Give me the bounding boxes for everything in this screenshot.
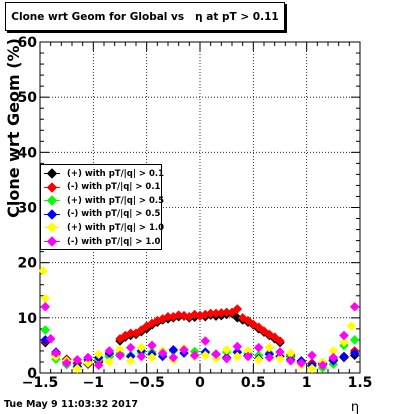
x-tick-label: −0.5	[128, 375, 165, 391]
data-point	[221, 353, 232, 364]
legend-entry: (-) with pT/|q| > 0.1	[41, 181, 160, 194]
data-point	[157, 348, 168, 358]
data-point	[125, 356, 136, 366]
data-point	[253, 342, 264, 353]
data-point	[72, 354, 83, 365]
y-tick-label: 20	[18, 256, 38, 272]
data-point	[61, 358, 72, 368]
legend-marker-icon	[41, 208, 63, 221]
y-tick-label: 60	[18, 35, 38, 51]
data-point	[104, 346, 115, 356]
legend-label: (+) with pT/|q| > 1.0	[67, 222, 165, 233]
data-point	[40, 301, 51, 312]
y-tick-label: 0	[27, 366, 37, 382]
data-point	[339, 351, 349, 362]
data-point	[189, 350, 200, 361]
data-point	[339, 330, 349, 341]
data-point	[264, 342, 275, 353]
data-point	[253, 354, 264, 365]
data-point	[328, 352, 339, 363]
legend-marker-icon	[41, 194, 63, 207]
x-tick-label: 0	[195, 375, 205, 391]
data-point	[40, 325, 51, 335]
data-point	[349, 301, 360, 312]
data-point	[38, 266, 49, 276]
series-5	[40, 301, 360, 371]
y-tick-label: 30	[18, 201, 38, 217]
data-point	[147, 352, 157, 363]
y-tick-label: 50	[18, 90, 38, 106]
legend-label: (-) with pT/|q| > 0.1	[67, 182, 161, 193]
legend-entry: (+) with pT/|q| > 0.5	[41, 194, 164, 207]
data-point	[349, 348, 360, 358]
data-point	[317, 360, 328, 371]
data-point	[349, 335, 360, 345]
data-point	[232, 341, 243, 352]
data-point	[275, 347, 285, 357]
chart-title: Clone wrt Geom for Global vs η at pT > 0…	[5, 2, 285, 31]
legend-label: (-) with pT/|q| > 1.0	[67, 236, 161, 247]
data-point	[211, 349, 221, 360]
data-point	[275, 353, 285, 364]
data-point	[45, 333, 56, 344]
legend-entry: (+) with pT/|q| > 1.0	[41, 221, 164, 234]
legend-label: (+) with pT/|q| > 0.5	[67, 195, 165, 206]
data-point	[339, 337, 349, 347]
data-point	[200, 336, 211, 346]
data-point	[83, 352, 93, 363]
legend-entry: (-) with pT/|q| > 0.5	[41, 208, 160, 221]
data-markers	[38, 266, 360, 374]
x-tick-label: 1.5	[348, 375, 373, 391]
data-point	[125, 342, 136, 353]
data-point	[285, 356, 296, 366]
x-tick-label: 0.5	[241, 375, 266, 391]
data-point	[243, 351, 253, 362]
data-point	[168, 352, 179, 363]
data-point	[346, 321, 357, 331]
data-point	[104, 357, 115, 367]
data-point	[93, 360, 104, 371]
x-tick-label: −1.5	[22, 375, 59, 391]
data-point	[200, 350, 211, 361]
legend-marker-icon	[41, 167, 63, 180]
data-point	[296, 358, 307, 368]
axis-tick-labels: −1.5 −1 −0.5 0 0.5 1 1.5 0 10 20 30 40 50 60	[18, 35, 373, 391]
data-point	[275, 336, 285, 346]
legend-marker-icon	[41, 221, 63, 234]
legend-entry: (+) with pT/|q| > 0.1	[41, 167, 164, 180]
data-point	[72, 363, 83, 374]
data-point	[264, 352, 275, 363]
data-point	[232, 351, 243, 362]
data-point	[83, 358, 93, 368]
legend-marker-icon	[41, 181, 63, 194]
data-point	[248, 319, 259, 330]
data-point	[307, 350, 317, 361]
data-point	[93, 349, 104, 360]
data-point	[147, 340, 157, 351]
legend-marker-icon	[41, 235, 63, 248]
y-axis-label: Clone wrt Geom (%)	[4, 38, 23, 218]
y-tick-label: 10	[18, 311, 38, 327]
legend-label: (-) with pT/|q| > 0.5	[67, 209, 161, 220]
data-point	[179, 344, 189, 355]
y-tick-label: 40	[18, 145, 38, 161]
x-tick-label: 1	[302, 375, 312, 391]
data-point	[307, 363, 317, 374]
legend: (+) with pT/|q| > 0.1 (-) with pT/|q| > 0…	[40, 164, 164, 250]
data-point	[232, 304, 243, 314]
data-point	[136, 351, 147, 362]
x-axis-label: η	[351, 400, 359, 414]
legend-entry: (-) with pT/|q| > 1.0	[41, 235, 160, 248]
data-point	[51, 348, 61, 358]
data-point	[115, 350, 125, 361]
x-tick-label: −1	[83, 375, 104, 391]
legend-label: (+) with pT/|q| > 0.1	[67, 168, 165, 179]
timestamp: Tue May 9 11:03:32 2017	[4, 399, 138, 410]
